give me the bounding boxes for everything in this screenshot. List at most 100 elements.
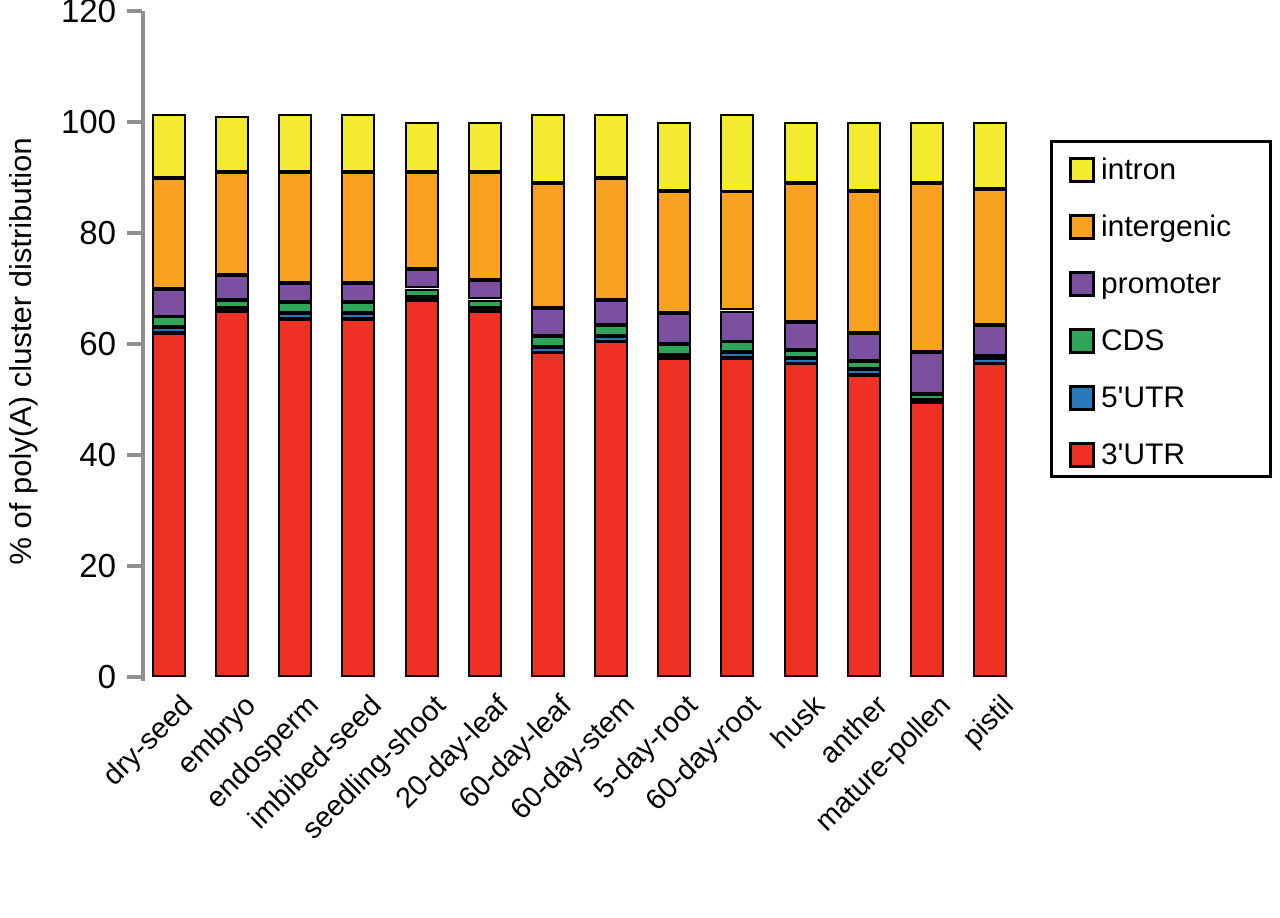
legend-item-promoter: promoter bbox=[1069, 267, 1222, 300]
y-tick-mark bbox=[127, 453, 142, 457]
legend-swatch-icon bbox=[1069, 385, 1095, 411]
y-tick-mark bbox=[127, 9, 142, 13]
legend-box: intron intergenic promoter CDS 5'UTR 3'UTR bbox=[1050, 140, 1272, 478]
y-tick-label: 80 bbox=[79, 214, 116, 251]
y-tick-label: 100 bbox=[60, 103, 116, 140]
bar-segment-3utr-endosperm bbox=[278, 319, 312, 677]
bar-segment-intron-husk bbox=[784, 122, 818, 183]
bar-segment-5utr-60-day-root bbox=[720, 352, 754, 358]
bar-segment-intron-60-day-stem bbox=[594, 114, 628, 178]
bar-segment-intron-dry-seed bbox=[152, 114, 186, 178]
legend-label: 3'UTR bbox=[1101, 438, 1186, 471]
bar-segment-3utr-mature-pollen bbox=[910, 402, 944, 677]
bar-segment-intron-imbibed-seed bbox=[341, 114, 375, 172]
y-tick-label: 40 bbox=[79, 436, 116, 473]
bar-segment-3utr-60-day-root bbox=[720, 358, 754, 677]
bar-segment-intron-5-day-root bbox=[657, 122, 691, 191]
legend-label: 5'UTR bbox=[1101, 381, 1186, 414]
bar-segment-intergenic-mature-pollen bbox=[910, 183, 944, 352]
bar-segment-3utr-anther bbox=[847, 375, 881, 677]
bar-segment-cds-imbibed-seed bbox=[341, 302, 375, 313]
bar-segment-5utr-20-day-leaf bbox=[468, 308, 502, 312]
bar-segment-promoter-imbibed-seed bbox=[341, 283, 375, 302]
bar-segment-3utr-60-day-leaf bbox=[531, 352, 565, 677]
legend-swatch-icon bbox=[1069, 328, 1095, 354]
bar-segment-cds-pistil bbox=[973, 355, 1007, 359]
legend-swatch-icon bbox=[1069, 271, 1095, 297]
bar-segment-5utr-husk bbox=[784, 358, 818, 364]
legend-label: intergenic bbox=[1101, 210, 1232, 243]
y-tick-mark bbox=[127, 120, 142, 124]
legend-swatch-icon bbox=[1069, 214, 1095, 240]
bar-segment-intergenic-endosperm bbox=[278, 172, 312, 283]
legend-label: CDS bbox=[1101, 324, 1165, 357]
bar-segment-5utr-mature-pollen bbox=[910, 400, 944, 404]
legend-label: promoter bbox=[1101, 267, 1222, 300]
bar-segment-3utr-60-day-stem bbox=[594, 341, 628, 677]
bar-segment-cds-60-day-stem bbox=[594, 325, 628, 336]
bar-segment-intron-embryo bbox=[215, 116, 249, 172]
legend-swatch-icon bbox=[1069, 442, 1095, 468]
bar-segment-promoter-60-day-stem bbox=[594, 300, 628, 325]
bar-segment-3utr-pistil bbox=[973, 363, 1007, 677]
bar-segment-intergenic-embryo bbox=[215, 172, 249, 275]
legend-item-3utr: 3'UTR bbox=[1069, 438, 1186, 471]
bar-segment-promoter-mature-pollen bbox=[910, 352, 944, 394]
bar-segment-cds-5-day-root bbox=[657, 344, 691, 355]
bar-segment-intron-endosperm bbox=[278, 114, 312, 172]
bar-segment-5utr-60-day-stem bbox=[594, 336, 628, 342]
bar-segment-cds-embryo bbox=[215, 300, 249, 308]
bar-segment-3utr-20-day-leaf bbox=[468, 311, 502, 677]
legend-label: intron bbox=[1101, 153, 1177, 186]
bar-segment-promoter-seedling-shoot bbox=[405, 269, 439, 288]
y-axis-line bbox=[141, 11, 145, 681]
bar-segment-cds-60-day-root bbox=[720, 341, 754, 352]
y-tick-label: 20 bbox=[79, 547, 116, 584]
bar-segment-intron-60-day-root bbox=[720, 114, 754, 192]
bar-segment-cds-dry-seed bbox=[152, 316, 186, 327]
bar-segment-5utr-imbibed-seed bbox=[341, 313, 375, 319]
y-tick-mark bbox=[127, 342, 142, 346]
bar-segment-5utr-60-day-leaf bbox=[531, 347, 565, 353]
y-tick-label: 60 bbox=[79, 325, 116, 362]
bar-segment-cds-20-day-leaf bbox=[468, 300, 502, 308]
bar-segment-intergenic-dry-seed bbox=[152, 178, 186, 289]
y-tick-mark bbox=[127, 675, 142, 679]
bar-segment-5utr-seedling-shoot bbox=[405, 297, 439, 301]
legend-item-intron: intron bbox=[1069, 153, 1177, 186]
bar-segment-promoter-dry-seed bbox=[152, 289, 186, 317]
bar-segment-promoter-pistil bbox=[973, 325, 1007, 356]
bar-segment-cds-seedling-shoot bbox=[405, 289, 439, 297]
bar-segment-intergenic-20-day-leaf bbox=[468, 172, 502, 280]
bar-segment-intergenic-60-day-leaf bbox=[531, 183, 565, 308]
bar-segment-cds-husk bbox=[784, 350, 818, 358]
bar-segment-intergenic-anther bbox=[847, 191, 881, 333]
bar-segment-intergenic-imbibed-seed bbox=[341, 172, 375, 283]
bar-segment-intergenic-60-day-stem bbox=[594, 178, 628, 300]
bar-segment-intron-seedling-shoot bbox=[405, 122, 439, 172]
bar-segment-promoter-endosperm bbox=[278, 283, 312, 302]
bar-segment-5utr-embryo bbox=[215, 308, 249, 312]
legend-swatch-icon bbox=[1069, 157, 1095, 183]
bar-segment-intron-60-day-leaf bbox=[531, 114, 565, 183]
y-tick-label: 0 bbox=[97, 658, 116, 695]
bar-segment-intron-anther bbox=[847, 122, 881, 191]
bar-segment-cds-endosperm bbox=[278, 302, 312, 313]
legend-item-5utr: 5'UTR bbox=[1069, 381, 1186, 414]
bar-segment-3utr-imbibed-seed bbox=[341, 319, 375, 677]
bar-segment-cds-anther bbox=[847, 361, 881, 369]
bar-segment-promoter-anther bbox=[847, 333, 881, 361]
bar-segment-3utr-embryo bbox=[215, 311, 249, 677]
bar-segment-cds-mature-pollen bbox=[910, 394, 944, 400]
bar-segment-intergenic-husk bbox=[784, 183, 818, 322]
bar-segment-3utr-dry-seed bbox=[152, 333, 186, 677]
bar-segment-intron-pistil bbox=[973, 122, 1007, 189]
bar-segment-promoter-husk bbox=[784, 322, 818, 350]
bar-segment-promoter-60-day-root bbox=[720, 311, 754, 342]
bar-segment-intron-20-day-leaf bbox=[468, 122, 502, 172]
bar-segment-cds-60-day-leaf bbox=[531, 336, 565, 347]
y-tick-mark bbox=[127, 564, 142, 568]
y-tick-label: 120 bbox=[60, 0, 116, 29]
bar-segment-3utr-husk bbox=[784, 363, 818, 677]
